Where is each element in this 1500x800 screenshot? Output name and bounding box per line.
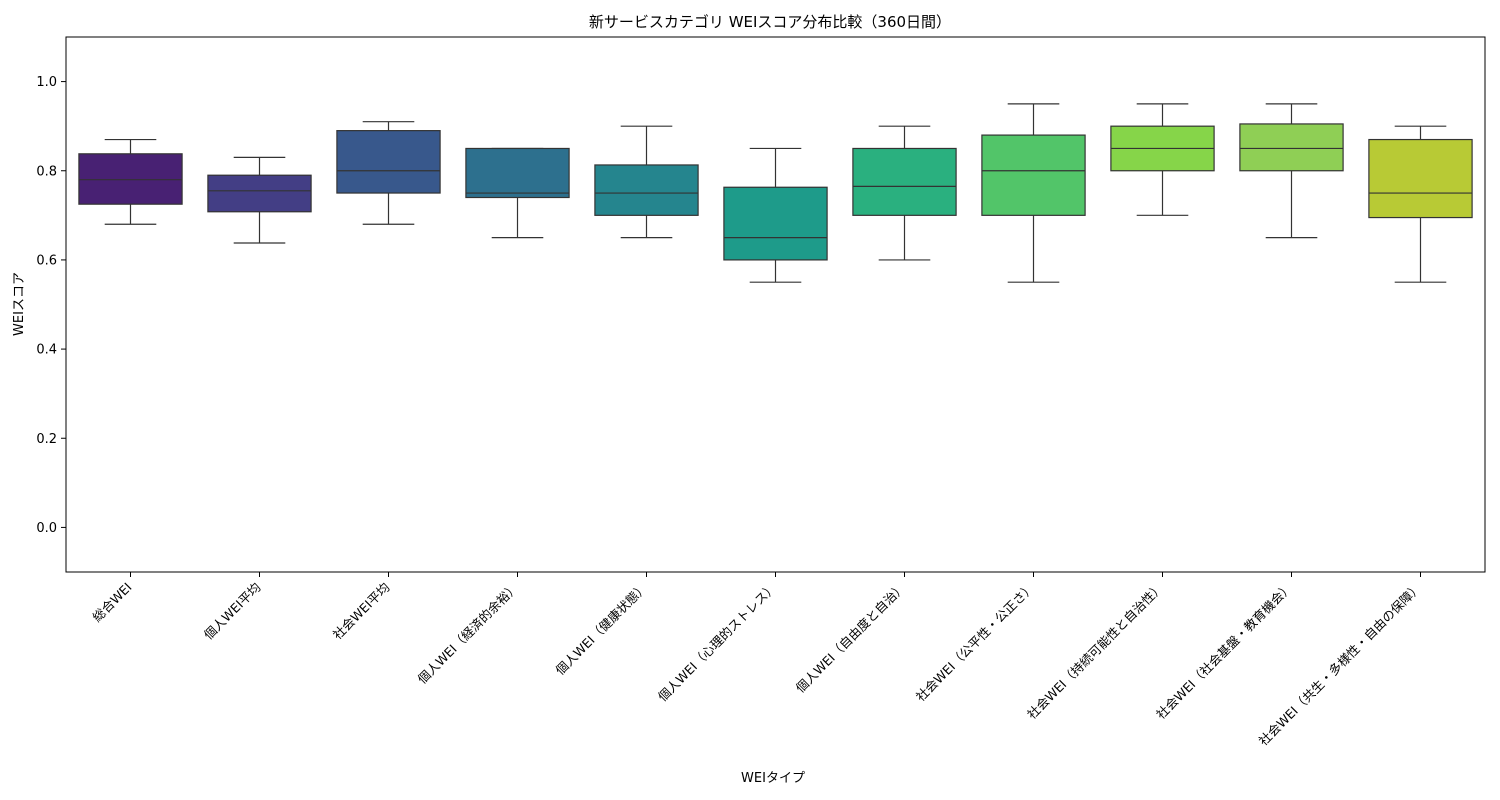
box-6 [723,147,828,283]
box-4 [465,147,570,239]
box-8 [981,103,1086,283]
iqr-box [207,174,312,213]
iqr-box [594,164,699,216]
iqr-box [981,134,1086,216]
x-tick-label: 個人WEI平均 [201,580,264,643]
box-3 [336,121,441,225]
box-7 [852,125,957,261]
box-9 [1110,103,1215,216]
iqr-box [465,147,570,199]
x-tick-label: 社会WEI（公平性・公正さ） [913,580,1038,705]
box-5 [594,125,699,239]
x-tick-label: 社会WEI（社会基盤・教育機会） [1153,580,1295,722]
box-1 [78,138,183,225]
box-11 [1368,125,1473,283]
chart-title: 新サービスカテゴリ WEIスコア分布比較（360日間） [589,13,951,31]
x-tick-label: 個人WEI（健康状態） [552,580,650,678]
x-tick-label: 社会WEI（持続可能性と自治性） [1024,580,1166,722]
x-tick-label: 個人WEI（経済的余裕） [415,580,522,687]
iqr-box [336,130,441,194]
boxes-group [78,103,1473,283]
plot-area [65,36,1486,573]
iqr-box [1368,138,1473,219]
y-tick-label: 0.6 [36,253,57,268]
y-tick-label: 0.4 [36,343,57,358]
y-tick-label: 0.2 [36,432,57,447]
y-tick-label: 0.8 [36,164,57,179]
x-axis-label: WEIタイプ [741,771,805,786]
iqr-box [723,186,828,261]
y-tick-label: 1.0 [36,75,57,90]
y-axis: 0.0 0.2 0.4 0.6 0.8 1.0 [36,75,66,536]
x-tick-label: 総合WEI [89,580,134,625]
x-tick-label: 社会WEI（共生・多様性・自由の保障） [1256,580,1425,749]
iqr-box [1239,123,1344,172]
x-tick-label: 個人WEI（心理的ストレス） [655,580,780,705]
y-tick-label: 0.0 [36,521,57,536]
box-10 [1239,103,1344,239]
x-tick-label: 社会WEI平均 [330,580,393,643]
x-tick-label: 個人WEI（自由度と自治） [793,580,909,696]
iqr-box [852,147,957,216]
box-2 [207,156,312,244]
y-axis-label: WEIスコア [12,272,27,336]
x-axis: 総合WEI 個人WEI平均 社会WEI平均 個人WEI（経済的余裕） 個人WEI（健康状… [89,572,1425,749]
iqr-box [78,153,183,205]
